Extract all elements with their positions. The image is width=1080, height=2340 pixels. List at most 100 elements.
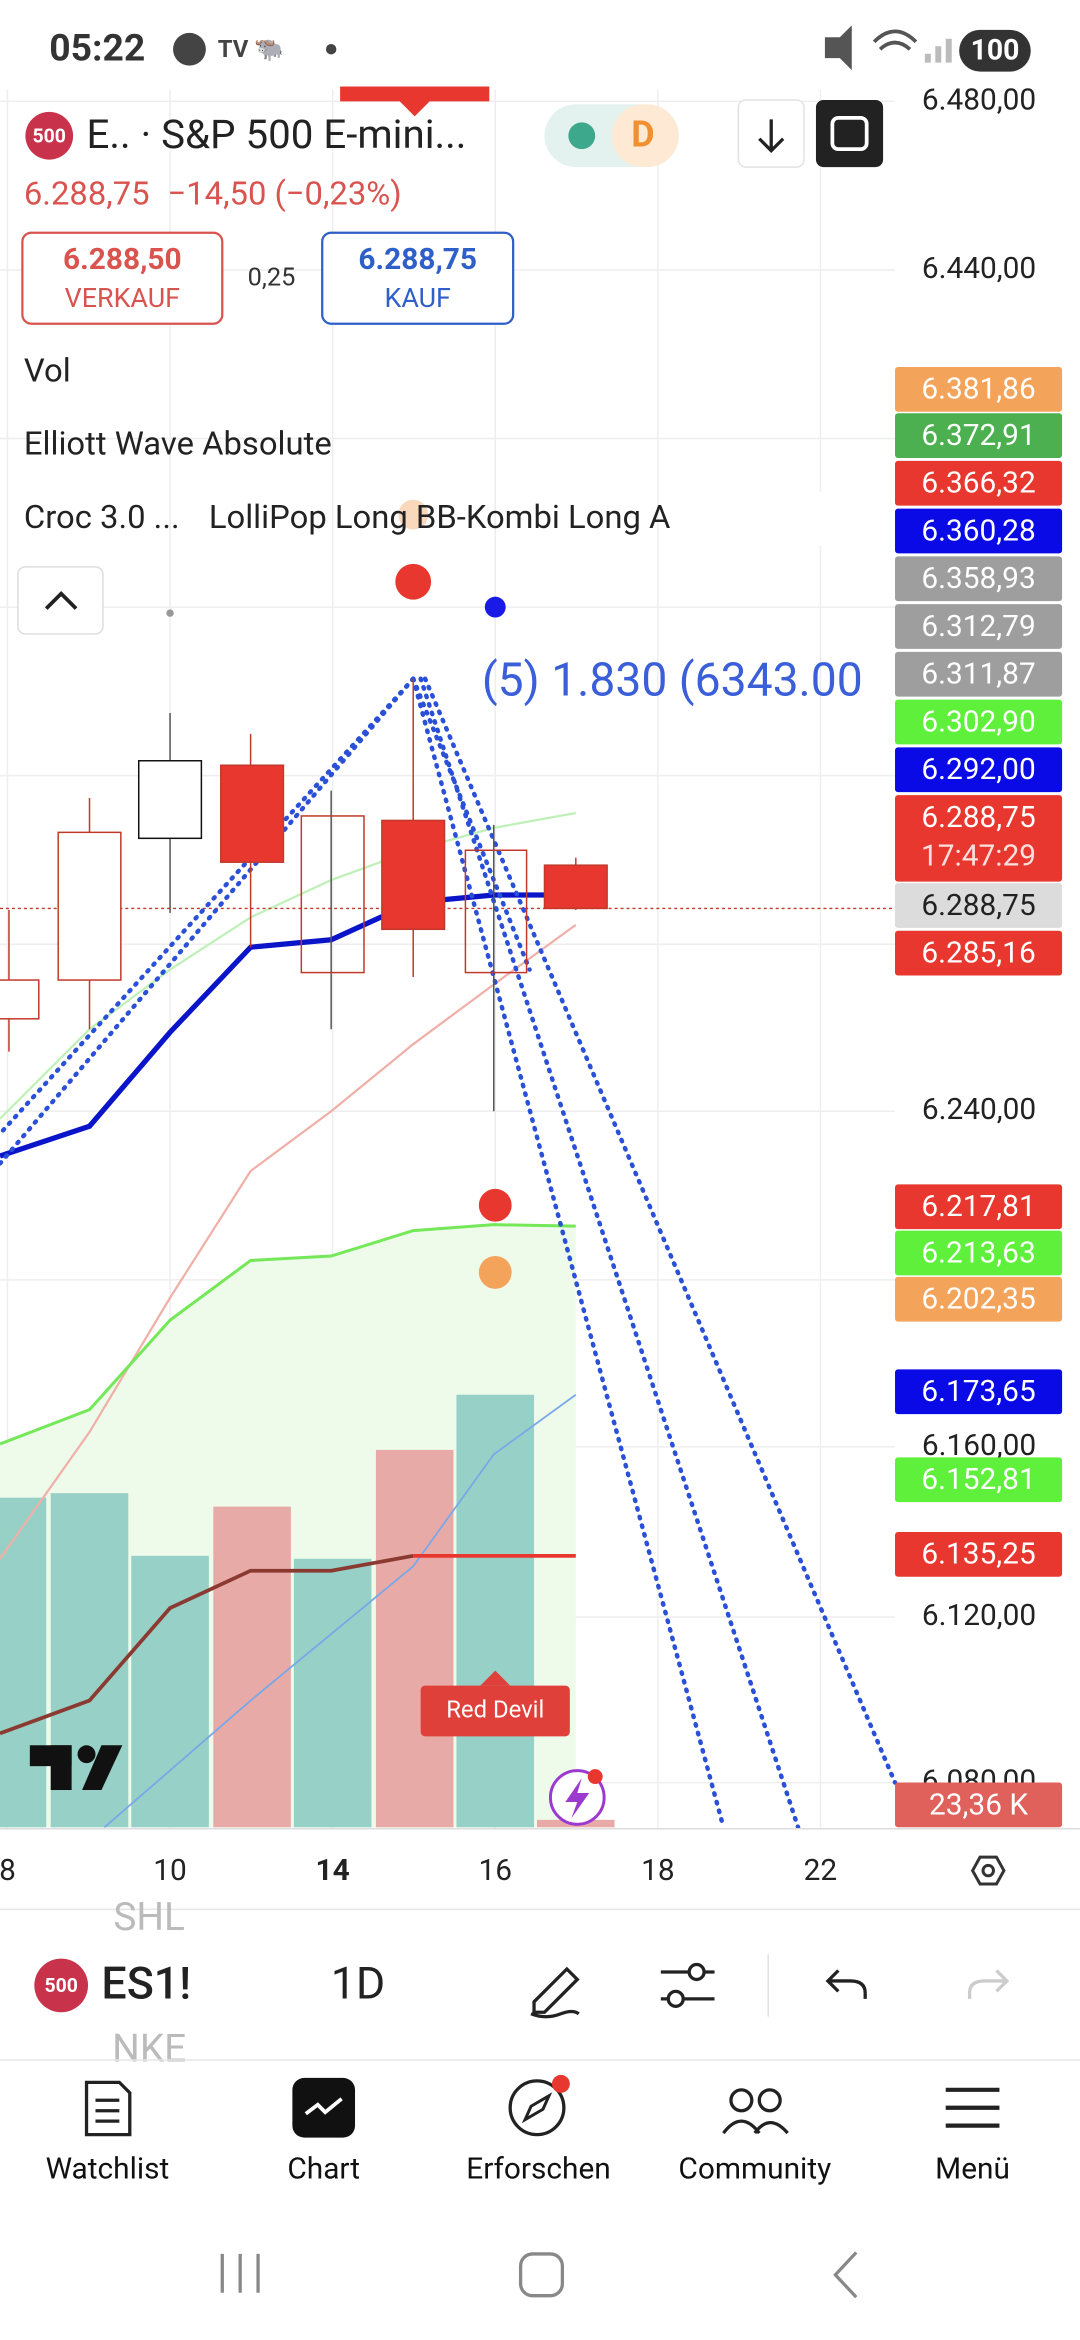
- mute-icon: [824, 25, 852, 71]
- price-tag: [895, 747, 1063, 793]
- price-tag-label: 6.152,81: [921, 1462, 1035, 1497]
- candle-body: [57, 831, 122, 981]
- volume-bars: [0, 1394, 615, 1828]
- price-tag: [895, 1782, 1063, 1828]
- nav-label[interactable]: Erforschen: [466, 2151, 611, 2186]
- legend-clip: [710, 492, 896, 546]
- wifi-icon: [872, 29, 918, 51]
- price-tag: [895, 1230, 1063, 1276]
- status-icon: TV 🐃: [218, 35, 284, 63]
- signal-dot: [166, 609, 174, 617]
- quote-price: 6.288,75: [24, 175, 150, 213]
- nav-icon-glyph: [304, 2097, 343, 2116]
- price-tag: [895, 556, 1063, 602]
- market-dot: [568, 122, 596, 150]
- toolbar-symbol[interactable]: ES1!: [101, 1957, 191, 2010]
- indicator-line: [0, 1223, 576, 1446]
- spread: 0,25: [248, 263, 296, 293]
- price-tag: [895, 1276, 1063, 1322]
- price-tag-label: 6.360,28: [921, 513, 1035, 548]
- signal-dot: [395, 563, 432, 600]
- price-tag-label: 6.358,93: [921, 561, 1035, 596]
- sell-label: VERKAUF: [65, 282, 180, 314]
- signal-dot: [478, 1188, 512, 1222]
- indicator-name[interactable]: Croc 3.0 ...: [24, 499, 180, 537]
- time-axis-label: 10: [153, 1853, 187, 1888]
- toolbar-interval[interactable]: 1D: [331, 1957, 386, 2010]
- signal-dot: [398, 499, 429, 530]
- buy-button[interactable]: [321, 231, 515, 325]
- nav-icon: [508, 2079, 566, 2137]
- indicator-name[interactable]: Elliott Wave Absolute: [24, 426, 332, 464]
- indicator-name[interactable]: LolliPop Long BB-Kombi Long A: [209, 499, 671, 537]
- price-tag: [895, 795, 1063, 882]
- price-tag: [895, 930, 1063, 976]
- interval-badge: D: [631, 114, 654, 156]
- price-axis-label: 6.240,00: [922, 1092, 1036, 1127]
- nav-label[interactable]: Community: [678, 2151, 831, 2186]
- nav-label[interactable]: Menü: [935, 2151, 1010, 2186]
- watchlist-next: NKE: [112, 2026, 186, 2071]
- indicator-name[interactable]: Vol: [24, 353, 71, 391]
- sell-button[interactable]: [21, 231, 224, 325]
- price-axis-label: 6.160,00: [922, 1428, 1036, 1463]
- settings-icon-dot: [981, 1863, 995, 1878]
- volume-bar: [456, 1394, 535, 1828]
- time-axis-label: 22: [804, 1853, 838, 1888]
- price-axis-label: 6.480,00: [922, 82, 1036, 117]
- price-tag-label: 6.217,81: [921, 1189, 1035, 1224]
- price-tags: 6.381,86 6.372,91 6.366,32 6.360,28 6.358,93…: [895, 366, 1063, 1828]
- price-tag-label: 6.292,00: [921, 752, 1035, 787]
- signal-label: Red Devil: [446, 1695, 544, 1723]
- price-tag-label: 6.372,91: [921, 418, 1035, 453]
- sell-price: 6.288,50: [63, 242, 182, 277]
- nav-icon: [945, 2087, 1000, 2128]
- price-axis-label: 6.440,00: [922, 251, 1036, 286]
- wave-line: [0, 676, 416, 1136]
- fullscreen-button[interactable]: [815, 99, 884, 168]
- signal-dot: [484, 596, 506, 618]
- price-tag-label: 6.288,75: [921, 800, 1035, 835]
- nav-icon: [84, 2080, 132, 2137]
- status-time: 05:22: [49, 27, 145, 71]
- signal-dot: [478, 1255, 512, 1289]
- status-icon: [173, 32, 206, 66]
- collapse-button[interactable]: [17, 566, 104, 635]
- toolbar-backdrop: [89, 1939, 224, 2029]
- price-tag: [895, 604, 1063, 649]
- redo-button[interactable]: [967, 1969, 1010, 1999]
- indicator-tool-knob: [687, 1962, 706, 1982]
- price-tag: [895, 883, 1063, 928]
- price-tag: [895, 1184, 1063, 1230]
- nav-label[interactable]: Watchlist: [46, 2151, 170, 2186]
- interval-pill: [611, 104, 679, 168]
- price-tag-label: 6.135,25: [921, 1537, 1035, 1572]
- nav-icon: [722, 2119, 789, 2135]
- time-axis-label: 8: [0, 1853, 16, 1888]
- system-recents[interactable]: [220, 2253, 260, 2293]
- badge-pointer: [480, 1670, 511, 1686]
- symbol-name[interactable]: E.. · S&P 500 E-mini...: [87, 111, 467, 158]
- symbol-badge: [34, 1958, 89, 2013]
- indicator-line: [0, 1553, 414, 1736]
- active-tab: [340, 86, 490, 117]
- settings-icon[interactable]: [970, 1855, 1006, 1886]
- nav-icon: [292, 2077, 356, 2138]
- status-icon: [325, 44, 337, 55]
- signal-icon: [924, 38, 952, 63]
- price-tag-label: 6.311,87: [921, 657, 1035, 692]
- buy-price: 6.288,75: [358, 242, 477, 277]
- system-home[interactable]: [518, 2252, 565, 2298]
- undo-button[interactable]: [825, 1969, 867, 1999]
- buy-label: KAUF: [384, 282, 451, 314]
- fullscreen-icon: [830, 115, 869, 152]
- nav-label[interactable]: Chart: [287, 2151, 360, 2186]
- download-icon: [758, 119, 785, 153]
- system-back[interactable]: [833, 2251, 858, 2299]
- draw-tool[interactable]: [530, 1966, 580, 2019]
- nav-icon: [729, 2088, 754, 2113]
- price-tag: [895, 651, 1063, 697]
- tv-logo: [29, 1745, 123, 1791]
- wave-line: [422, 676, 898, 1785]
